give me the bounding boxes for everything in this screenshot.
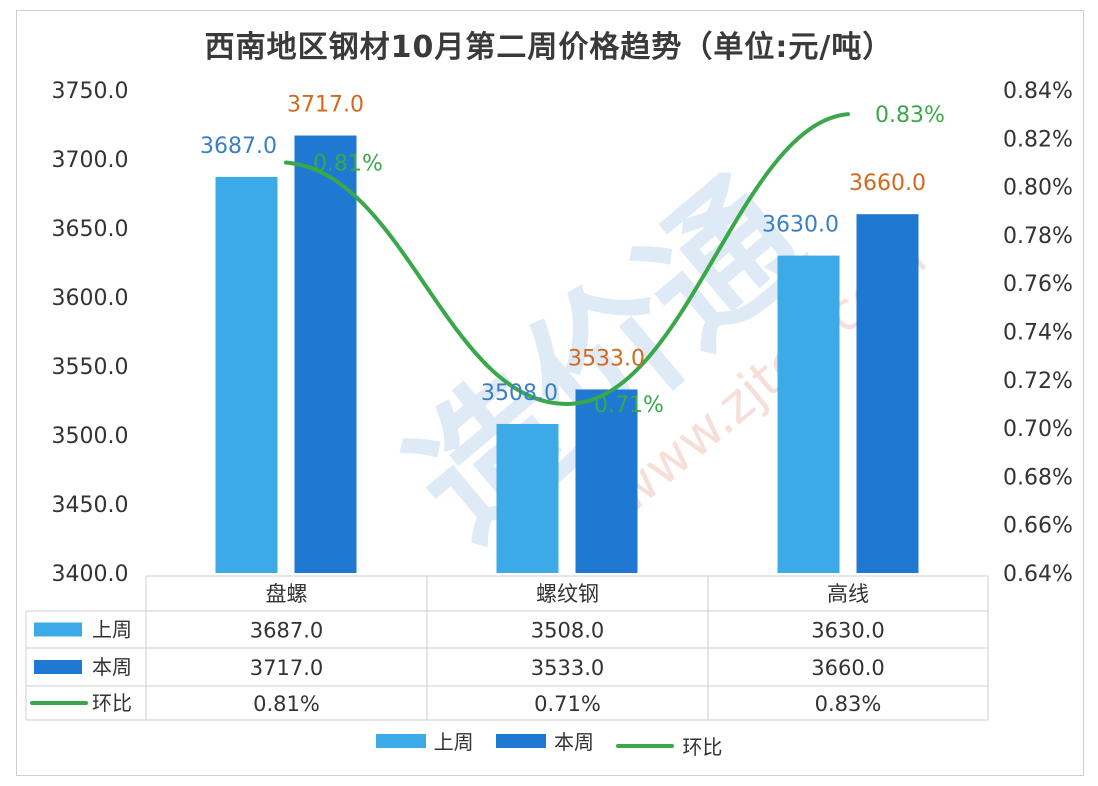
y-left-tick: 3550.0	[52, 355, 129, 380]
bar	[575, 389, 638, 573]
bar-label: 3508.0	[481, 381, 558, 406]
table-cell: 0.81%	[253, 692, 320, 716]
bar-label: 3717.0	[287, 93, 364, 118]
table-header-cell: 盘螺	[266, 582, 308, 606]
chart-title: 西南地区钢材10月第二周价格趋势（单位:元/吨）	[204, 30, 894, 65]
legend-label-this-week: 本周	[554, 730, 594, 754]
bar	[496, 423, 559, 573]
data-labels: 3687.0 3508.0 3630.0 3717.0 3533.0 3660.0 0.81…	[200, 93, 945, 418]
y-left-tick: 3600.0	[52, 286, 129, 311]
legend-swatch-this-week	[496, 733, 546, 748]
table-legend-swatch	[34, 622, 82, 637]
legend-label-last-week: 上周	[433, 730, 474, 754]
bar	[856, 214, 919, 573]
legend-item-ratio: 环比	[616, 731, 722, 760]
legend-label-ratio: 环比	[682, 735, 723, 759]
ratio-label: 0.81%	[313, 151, 383, 176]
bar-label: 3533.0	[568, 346, 645, 371]
y-right-tick: 0.70%	[1003, 417, 1073, 442]
y-left-tick: 3750.0	[52, 79, 129, 104]
ratio-label: 0.71%	[594, 393, 664, 418]
table-cell: 3508.0	[531, 619, 604, 643]
table-legend-swatch	[34, 660, 82, 674]
y-right-tick: 0.80%	[1003, 176, 1073, 201]
y-right-tick: 0.78%	[1003, 224, 1073, 249]
y-right-tick: 0.68%	[1003, 465, 1073, 490]
ratio-line-path	[284, 112, 850, 406]
y-left-tick: 3500.0	[52, 424, 129, 449]
table-row-label: 上周	[92, 618, 132, 642]
y-left-tick: 3400.0	[52, 562, 129, 587]
y-left-tick: 3450.0	[52, 493, 129, 518]
table-cell: 0.71%	[534, 692, 601, 716]
legend-item-this-week: 本周	[496, 726, 594, 755]
table-cell: 3687.0	[250, 619, 323, 643]
y-left-tick: 3650.0	[52, 217, 129, 242]
bar	[294, 135, 357, 574]
table-cell: 3630.0	[811, 619, 884, 643]
bar	[215, 176, 278, 573]
y-right-tick: 0.66%	[1003, 514, 1073, 539]
chart-frame	[16, 10, 1084, 776]
ratio-label: 0.83%	[875, 103, 945, 128]
y-right-tick: 0.74%	[1003, 321, 1073, 346]
legend-swatch-ratio	[616, 743, 675, 748]
table-row-label: 环比	[92, 691, 132, 715]
table-cell: 3660.0	[811, 656, 884, 680]
axes: 3400.0 3450.0 3500.0 3550.0 3600.0 3650.0 3700…	[52, 79, 1073, 587]
bar-label: 3660.0	[849, 171, 926, 196]
table-cell: 3717.0	[250, 656, 323, 680]
y-right-tick: 0.76%	[1003, 272, 1073, 297]
table-cell: 0.83%	[815, 692, 882, 716]
legend-swatch-last-week	[375, 733, 426, 748]
table-header-cell: 高线	[827, 582, 869, 606]
y-right-tick: 0.82%	[1003, 127, 1073, 152]
table-cell: 3533.0	[531, 656, 604, 680]
y-right-tick: 0.84%	[1003, 79, 1073, 104]
bar	[777, 255, 840, 573]
table-header-cell: 螺纹钢	[536, 582, 599, 606]
legend-item-last-week: 上周	[375, 726, 474, 755]
y-right-tick: 0.72%	[1003, 369, 1073, 394]
y-left-tick: 3700.0	[52, 148, 129, 173]
legend: 上周 本周 环比	[0, 726, 1098, 760]
bars	[215, 135, 919, 574]
table-row-label: 本周	[92, 655, 132, 679]
ratio-line	[284, 112, 850, 406]
bar-label: 3630.0	[762, 213, 839, 238]
y-right-tick: 0.64%	[1003, 562, 1073, 587]
bar-label: 3687.0	[200, 134, 277, 159]
